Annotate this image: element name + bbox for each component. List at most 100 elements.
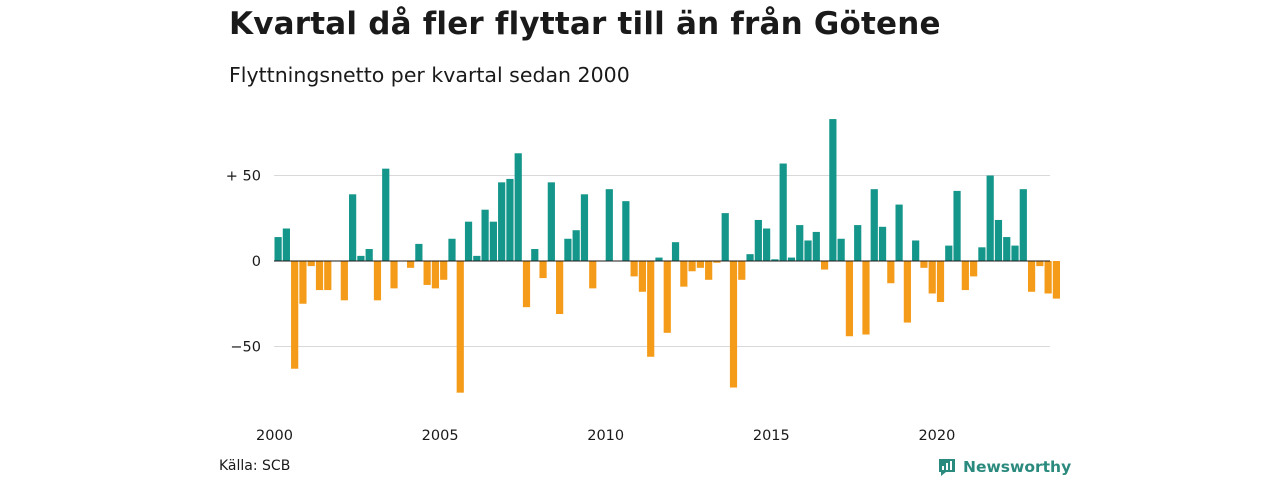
bar: 2020 Q2: 9 — [945, 245, 953, 261]
bar: 2001 Q1: -3 — [307, 261, 315, 267]
bar: 2021 Q4: 24 — [994, 219, 1003, 261]
bar: 2016 Q2: 17 — [812, 231, 820, 261]
bar: 2015 Q3: 2 — [787, 257, 796, 261]
bar: 2008 Q1: -10 — [539, 261, 547, 279]
bar: 2006 Q1: 3 — [473, 255, 481, 261]
bar: 2010 Q1: 42 — [605, 189, 613, 261]
bar: 2003 Q2: 54 — [382, 168, 390, 261]
y-axis-labels: + 50 0 −50 — [226, 169, 261, 356]
bar: 2004 Q2: 10 — [415, 243, 423, 261]
bar: 2001 Q2: -17 — [315, 261, 324, 291]
brand-name: Newsworthy — [963, 458, 1072, 476]
bar: 2011 Q3: 2 — [655, 257, 663, 261]
newsworthy-logo-icon — [939, 459, 955, 476]
bar: 2020 Q3: 41 — [953, 190, 961, 261]
bar: 2007 Q4: 7 — [531, 249, 539, 261]
bar: 2019 Q3: -4 — [920, 261, 928, 268]
source-note: Källa: SCB — [219, 458, 291, 474]
bar: 2000 Q1: 14 — [274, 237, 282, 261]
bar: 2019 Q4: -19 — [928, 261, 936, 294]
bar: 2020 Q1: -24 — [936, 261, 945, 303]
bar: 2005 Q2: 13 — [448, 238, 456, 261]
bar: 2018 Q3: -13 — [887, 261, 895, 284]
chart-title: Kvartal då fler flyttar till än från Göt… — [229, 6, 941, 42]
bar: 2008 Q3: -31 — [556, 261, 564, 315]
bar: 2021 Q1: -9 — [970, 261, 978, 277]
bar: 2022 Q1: 14 — [1003, 237, 1011, 261]
bar: 2009 Q1: 18 — [572, 230, 580, 261]
bar: 2016 Q1: 12 — [804, 240, 812, 261]
bar: 2014 Q3: 24 — [754, 219, 762, 261]
bar: 2002 Q3: 3 — [357, 255, 365, 261]
bar: 2010 Q3: 35 — [622, 201, 630, 261]
grid-lines — [274, 175, 1050, 347]
bar: 2020 Q4: -17 — [961, 261, 969, 291]
bar: 2015 Q4: 21 — [796, 225, 804, 261]
bar: 2004 Q3: -14 — [423, 261, 431, 285]
bar: 2008 Q4: 13 — [564, 238, 572, 261]
bar: 2013 Q4: -74 — [729, 261, 738, 388]
bar: 2017 Q4: -43 — [862, 261, 870, 335]
bar: 2006 Q2: 30 — [481, 209, 489, 261]
y-tick-label: 0 — [252, 254, 261, 270]
bar: 2012 Q4: -4 — [696, 261, 704, 268]
bar: 2022 Q3: 42 — [1019, 189, 1027, 261]
bar: 2006 Q4: 46 — [498, 182, 506, 261]
bar: 2017 Q1: 13 — [837, 238, 845, 261]
bar: 2008 Q2: 46 — [547, 182, 555, 261]
bar: 2009 Q3: -16 — [589, 261, 597, 289]
bar: 2003 Q3: -16 — [390, 261, 398, 289]
bar: 2000 Q4: -25 — [299, 261, 307, 304]
bar: 2023 Q2: -19 — [1044, 261, 1052, 294]
bar: 2001 Q3: -17 — [324, 261, 332, 291]
bar: 2022 Q2: 9 — [1011, 245, 1019, 261]
bar: 2000 Q3: -63 — [291, 261, 299, 369]
bar: 2012 Q2: -15 — [680, 261, 688, 287]
bar: 2002 Q1: -23 — [340, 261, 348, 301]
bar: 2013 Q3: 28 — [721, 213, 729, 261]
x-tick-label: 2015 — [753, 428, 790, 444]
bar: 2002 Q4: 7 — [365, 249, 373, 261]
bar: 2015 Q1: 1 — [771, 259, 779, 261]
bar: 2012 Q3: -6 — [688, 261, 696, 272]
x-axis-labels: 2000 2005 2010 2015 2020 — [256, 428, 955, 444]
y-tick-label: + 50 — [226, 169, 261, 185]
bar: 2019 Q1: -36 — [903, 261, 911, 323]
bar: 2007 Q1: 48 — [506, 178, 514, 261]
bar: 2009 Q2: 39 — [580, 194, 589, 261]
bar: 2002 Q2: 39 — [349, 194, 357, 261]
bar: 2005 Q1: -11 — [440, 261, 448, 280]
bar: 2014 Q4: 19 — [763, 228, 771, 261]
bar: 2015 Q2: 57 — [779, 163, 787, 261]
bar: 2004 Q4: -16 — [431, 261, 440, 289]
bar: 2018 Q2: 20 — [878, 226, 887, 261]
bar: 2000 Q2: 19 — [282, 228, 290, 261]
bar: 2006 Q3: 23 — [489, 221, 497, 261]
x-tick-label: 2020 — [918, 428, 955, 444]
bar: 2011 Q2: -56 — [647, 261, 655, 357]
bar: 2011 Q1: -18 — [638, 261, 647, 292]
bar: 2019 Q2: 12 — [912, 240, 920, 261]
bars: 2000 Q1: 142000 Q2: 192000 Q3: -632000 Q… — [274, 119, 1061, 393]
bar: 2023 Q1: -3 — [1036, 261, 1044, 267]
bar: 2014 Q2: 4 — [746, 254, 754, 261]
bar: 2022 Q4: -18 — [1027, 261, 1036, 292]
brand-logo[interactable]: Newsworthy — [937, 456, 1071, 478]
bar: 2016 Q3: -5 — [820, 261, 829, 270]
bar: 2014 Q1: -11 — [738, 261, 746, 280]
x-tick-label: 2000 — [256, 428, 293, 444]
bar: 2007 Q2: 63 — [514, 153, 522, 261]
bar: 2018 Q4: 33 — [895, 204, 903, 261]
bar: 2021 Q3: 50 — [986, 175, 994, 261]
bar: 2021 Q2: 8 — [978, 247, 986, 261]
bar: 2013 Q1: -11 — [705, 261, 713, 280]
bar: 2017 Q3: 21 — [854, 225, 862, 261]
bar: 2005 Q3: -77 — [456, 261, 464, 393]
x-tick-label: 2010 — [587, 428, 624, 444]
bar: 2004 Q1: -4 — [406, 261, 415, 268]
bar: 2010 Q4: -9 — [630, 261, 638, 277]
bar: 2005 Q4: 23 — [464, 221, 473, 261]
y-tick-label: −50 — [230, 340, 261, 356]
bar: 2012 Q1: 11 — [671, 242, 680, 261]
chart-subtitle: Flyttningsnetto per kvartal sedan 2000 — [229, 63, 630, 87]
